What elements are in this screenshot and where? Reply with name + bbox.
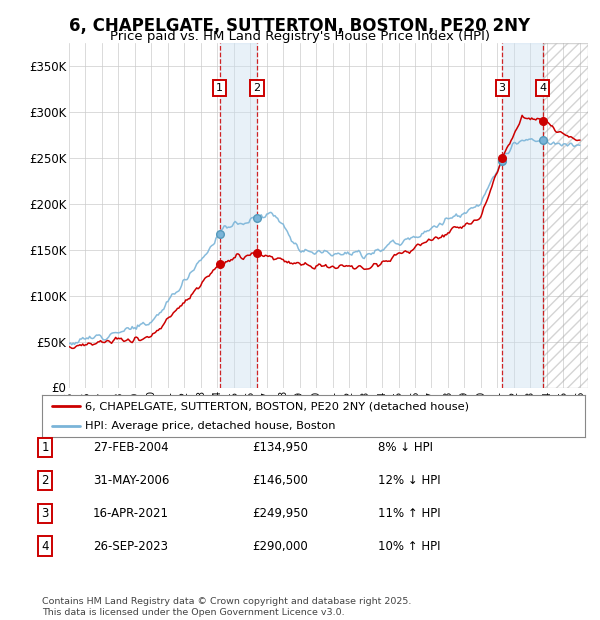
Text: 3: 3 [41, 507, 49, 520]
Text: 10% ↑ HPI: 10% ↑ HPI [378, 540, 440, 552]
Text: 1: 1 [41, 441, 49, 454]
Text: 3: 3 [499, 83, 506, 93]
Bar [542, 43, 588, 388]
Text: Price paid vs. HM Land Registry's House Price Index (HPI): Price paid vs. HM Land Registry's House … [110, 30, 490, 43]
Text: 12% ↓ HPI: 12% ↓ HPI [378, 474, 440, 487]
Text: £249,950: £249,950 [252, 507, 308, 520]
Text: 6, CHAPELGATE, SUTTERTON, BOSTON, PE20 2NY: 6, CHAPELGATE, SUTTERTON, BOSTON, PE20 2… [70, 17, 530, 35]
Text: 26-SEP-2023: 26-SEP-2023 [93, 540, 168, 552]
Text: £134,950: £134,950 [252, 441, 308, 454]
Text: 4: 4 [539, 83, 546, 93]
Text: Contains HM Land Registry data © Crown copyright and database right 2025.
This d: Contains HM Land Registry data © Crown c… [42, 598, 412, 617]
Text: 6, CHAPELGATE, SUTTERTON, BOSTON, PE20 2NY (detached house): 6, CHAPELGATE, SUTTERTON, BOSTON, PE20 2… [85, 401, 469, 411]
Text: £146,500: £146,500 [252, 474, 308, 487]
Text: £290,000: £290,000 [252, 540, 308, 552]
Text: 8% ↓ HPI: 8% ↓ HPI [378, 441, 433, 454]
Bar [502, 43, 542, 388]
Text: 2: 2 [41, 474, 49, 487]
Text: 11% ↑ HPI: 11% ↑ HPI [378, 507, 440, 520]
Text: 31-MAY-2006: 31-MAY-2006 [93, 474, 169, 487]
Text: 27-FEB-2004: 27-FEB-2004 [93, 441, 169, 454]
Text: 4: 4 [41, 540, 49, 552]
Text: 16-APR-2021: 16-APR-2021 [93, 507, 169, 520]
Text: HPI: Average price, detached house, Boston: HPI: Average price, detached house, Bost… [85, 421, 336, 431]
Text: 2: 2 [254, 83, 261, 93]
Bar [220, 43, 257, 388]
Text: 1: 1 [216, 83, 223, 93]
